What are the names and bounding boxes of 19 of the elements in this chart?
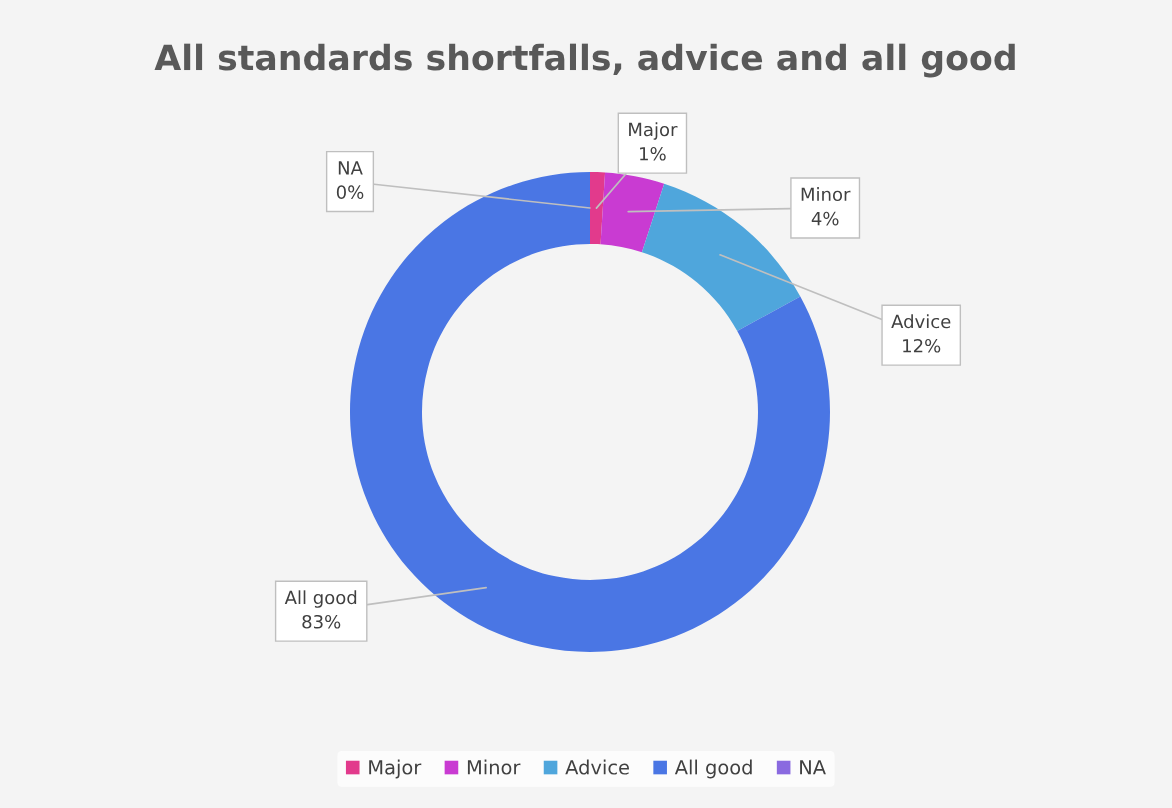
- chart-title: All standards shortfalls, advice and all good: [154, 43, 1015, 78]
- data-label: 1%: [640, 146, 666, 161]
- slice-label: Minor: [801, 187, 851, 202]
- data-label: 4%: [811, 211, 839, 226]
- slice-label: Advice: [891, 314, 951, 329]
- data-label: 12%: [903, 338, 941, 353]
- legend-label: Advice: [565, 759, 629, 775]
- donut-slice: [641, 183, 801, 332]
- legend-label: All good: [674, 759, 752, 779]
- legend-label: NA: [800, 760, 826, 775]
- category-label: NA: [338, 161, 363, 175]
- legend-label: Major: [369, 759, 422, 779]
- legend-label: Minor: [467, 759, 521, 775]
- slice-label: All good: [284, 590, 357, 608]
- slice-label: Major: [629, 122, 678, 140]
- data-label: 83%: [302, 614, 341, 629]
- donut-slice: [600, 172, 665, 253]
- text: 0%: [336, 185, 364, 200]
- donut-slice: [590, 172, 606, 245]
